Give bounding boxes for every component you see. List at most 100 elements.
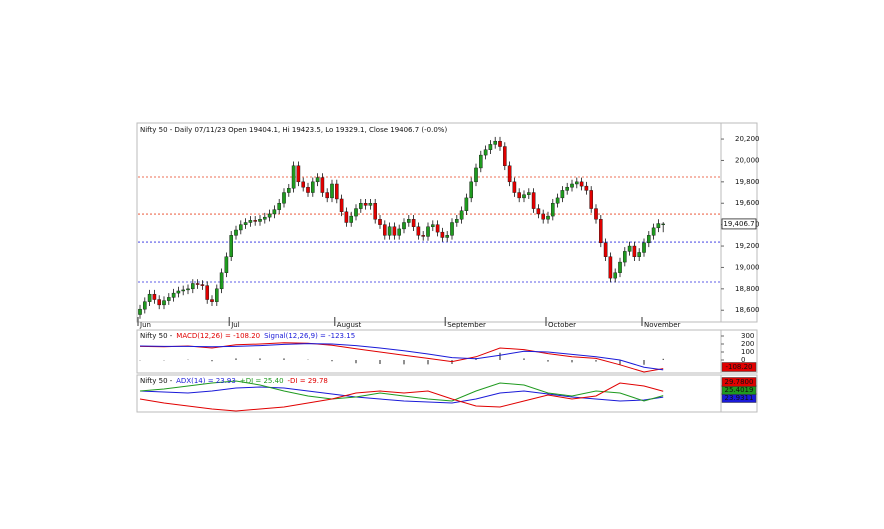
candle-body: [387, 226, 392, 236]
candle-body: [219, 272, 224, 290]
candle-body: [248, 220, 253, 223]
indicator-line: [139, 382, 664, 412]
candle-body: [579, 181, 584, 187]
candle-body: [162, 300, 166, 306]
indicator-line: [139, 343, 664, 371]
candle-body: [560, 190, 565, 199]
candle-body: [517, 192, 521, 199]
candle-body: [661, 223, 665, 225]
candle-body: [138, 308, 142, 315]
candle-body: [229, 235, 234, 257]
x-tick-label: August: [337, 321, 362, 329]
candle-body: [330, 183, 334, 199]
candle-body: [339, 198, 344, 213]
candle-body: [555, 197, 560, 204]
candle-body: [627, 245, 632, 252]
candle-body: [157, 299, 162, 306]
candle-body: [589, 190, 593, 209]
candle-body: [469, 181, 474, 199]
candle-body: [166, 297, 171, 301]
candle-body: [210, 299, 214, 302]
candle-body: [599, 219, 603, 244]
candle-body: [306, 186, 310, 193]
candle-body: [483, 149, 488, 156]
value-box-label: 25.4019: [725, 386, 754, 394]
candle-body: [368, 203, 373, 206]
y-tick-label: 20,200: [735, 135, 760, 143]
candle-body: [474, 167, 478, 183]
candle-body: [440, 231, 445, 238]
candle-body: [541, 213, 545, 220]
legend-prefix: Nifty 50 -: [140, 377, 173, 385]
candle-body: [479, 154, 483, 169]
candle-body: [195, 283, 200, 285]
candle-body: [253, 220, 258, 222]
candle-body: [651, 227, 656, 236]
candle-body: [258, 219, 262, 222]
candle-body: [373, 203, 378, 220]
candle-body: [584, 185, 589, 191]
candle-body: [190, 283, 195, 290]
candle-body: [238, 224, 243, 231]
candle-body: [575, 181, 579, 185]
candle-body: [263, 216, 267, 220]
candle-body: [243, 222, 248, 225]
candle-body: [214, 288, 219, 302]
legend: Nifty 50 - MACD(12,26) = -108.20 Signal(12…: [140, 332, 355, 340]
candle-body: [565, 186, 569, 191]
candle-body: [546, 215, 550, 220]
candle-body: [527, 192, 531, 195]
price-panel: [136, 122, 722, 323]
candle-body: [142, 301, 147, 310]
candle-body: [147, 293, 152, 302]
candle-body: [503, 146, 507, 166]
candle-body: [488, 144, 493, 150]
chart-title: Nifty 50 - Daily 07/11/23 Open 19404.1, …: [140, 126, 447, 134]
indicator-line: [139, 386, 664, 404]
indicator-line: [139, 342, 664, 373]
candle-body: [296, 165, 301, 183]
y-tick-label: 0: [741, 356, 745, 364]
adx-axis-panel: [720, 374, 758, 413]
value-box-label: -108.20: [725, 363, 752, 371]
candle-body: [435, 224, 440, 233]
candle-body: [608, 256, 613, 279]
candle-body: [416, 226, 421, 236]
legend: Nifty 50 - ADX(14) = 23.93 +DI = 25.40 -DI …: [140, 377, 328, 385]
candle-body: [224, 256, 229, 273]
legend-entry: ADX(14) = 23.93: [176, 377, 236, 385]
y-tick-label: 300: [741, 332, 754, 340]
legend-entry: -DI = 29.78: [288, 377, 328, 385]
y-tick-label: 19,200: [735, 242, 760, 250]
candle-body: [344, 211, 349, 223]
candle-body: [498, 140, 502, 147]
candle-body: [656, 223, 661, 229]
y-tick-label: 200: [741, 340, 754, 348]
x-tick-label: October: [548, 321, 576, 329]
candle-body: [363, 203, 368, 206]
candle-body: [450, 222, 454, 236]
candle-body: [349, 215, 354, 223]
value-box: [721, 362, 757, 372]
candle-body: [200, 284, 205, 286]
candle-body: [570, 183, 574, 188]
candle-body: [311, 181, 315, 193]
candle-body: [383, 224, 387, 236]
last-price-box: [721, 218, 757, 230]
y-tick-label: 18,600: [735, 306, 760, 314]
value-box: [721, 377, 757, 387]
value-box-label: 29.7800: [725, 378, 754, 386]
candle-body: [421, 235, 426, 237]
candle-body: [301, 181, 306, 188]
candle-body: [205, 285, 210, 300]
legend-entry: Signal(12,26,9) = -123.15: [264, 332, 355, 340]
candle-body: [613, 272, 617, 279]
candle-body: [176, 290, 181, 294]
candle-body: [171, 292, 176, 298]
y-tick-label: 19,000: [735, 263, 760, 271]
candle-body: [637, 252, 641, 257]
legend-prefix: Nifty 50 -: [140, 332, 173, 340]
candle-body: [411, 219, 416, 227]
candle-body: [325, 192, 330, 199]
